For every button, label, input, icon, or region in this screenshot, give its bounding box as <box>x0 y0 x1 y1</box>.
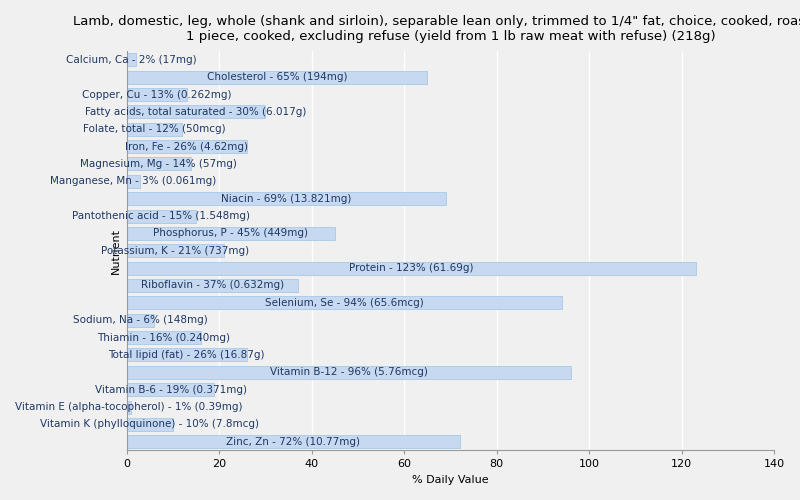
Bar <box>126 314 154 326</box>
Y-axis label: Nutrient: Nutrient <box>111 228 121 274</box>
Text: Cholesterol - 65% (194mg): Cholesterol - 65% (194mg) <box>206 72 347 82</box>
Text: Vitamin K (phylloquinone) - 10% (7.8mcg): Vitamin K (phylloquinone) - 10% (7.8mcg) <box>40 420 259 430</box>
Text: Niacin - 69% (13.821mg): Niacin - 69% (13.821mg) <box>221 194 351 203</box>
Text: Riboflavin - 37% (0.632mg): Riboflavin - 37% (0.632mg) <box>141 280 284 290</box>
Bar <box>126 279 298 292</box>
Text: Zinc, Zn - 72% (10.77mg): Zinc, Zn - 72% (10.77mg) <box>226 436 360 446</box>
Text: Protein - 123% (61.69g): Protein - 123% (61.69g) <box>349 263 474 273</box>
Bar <box>126 210 196 222</box>
Bar <box>126 158 191 170</box>
Text: Vitamin B-6 - 19% (0.371mg): Vitamin B-6 - 19% (0.371mg) <box>94 384 246 394</box>
Bar <box>126 244 224 258</box>
Text: Copper, Cu - 13% (0.262mg): Copper, Cu - 13% (0.262mg) <box>82 90 231 100</box>
Bar <box>126 192 446 205</box>
Bar <box>126 54 136 66</box>
Text: Phosphorus, P - 45% (449mg): Phosphorus, P - 45% (449mg) <box>153 228 308 238</box>
Text: Fatty acids, total saturated - 30% (6.017g): Fatty acids, total saturated - 30% (6.01… <box>86 107 306 117</box>
Bar <box>126 296 562 310</box>
Text: Sodium, Na - 6% (148mg): Sodium, Na - 6% (148mg) <box>73 315 208 325</box>
Bar <box>126 400 131 413</box>
Text: Selenium, Se - 94% (65.6mcg): Selenium, Se - 94% (65.6mcg) <box>265 298 423 308</box>
Text: Vitamin E (alpha-tocopherol) - 1% (0.39mg): Vitamin E (alpha-tocopherol) - 1% (0.39m… <box>15 402 242 412</box>
Text: Thiamin - 16% (0.240mg): Thiamin - 16% (0.240mg) <box>97 332 230 342</box>
Text: Manganese, Mn - 3% (0.061mg): Manganese, Mn - 3% (0.061mg) <box>50 176 217 186</box>
Text: Potassium, K - 21% (737mg): Potassium, K - 21% (737mg) <box>101 246 249 256</box>
Bar <box>126 331 201 344</box>
Bar <box>126 122 182 136</box>
Bar <box>126 140 247 153</box>
Text: Total lipid (fat) - 26% (16.87g): Total lipid (fat) - 26% (16.87g) <box>109 350 265 360</box>
Bar <box>126 348 247 362</box>
Bar <box>126 366 571 379</box>
Text: Folate, total - 12% (50mcg): Folate, total - 12% (50mcg) <box>83 124 226 134</box>
Bar <box>126 435 460 448</box>
Text: Pantothenic acid - 15% (1.548mg): Pantothenic acid - 15% (1.548mg) <box>72 211 250 221</box>
Text: Calcium, Ca - 2% (17mg): Calcium, Ca - 2% (17mg) <box>66 55 197 65</box>
Bar <box>126 418 173 431</box>
Bar <box>126 262 696 274</box>
X-axis label: % Daily Value: % Daily Value <box>412 475 489 485</box>
Text: Vitamin B-12 - 96% (5.76mcg): Vitamin B-12 - 96% (5.76mcg) <box>270 368 428 378</box>
Text: Iron, Fe - 26% (4.62mg): Iron, Fe - 26% (4.62mg) <box>125 142 248 152</box>
Bar <box>126 106 266 118</box>
Bar <box>126 88 186 101</box>
Bar <box>126 227 334 240</box>
Text: Magnesium, Mg - 14% (57mg): Magnesium, Mg - 14% (57mg) <box>81 159 238 169</box>
Bar <box>126 175 141 188</box>
Bar <box>126 70 427 84</box>
Title: Lamb, domestic, leg, whole (shank and sirloin), separable lean only, trimmed to : Lamb, domestic, leg, whole (shank and si… <box>74 15 800 43</box>
Bar <box>126 383 214 396</box>
